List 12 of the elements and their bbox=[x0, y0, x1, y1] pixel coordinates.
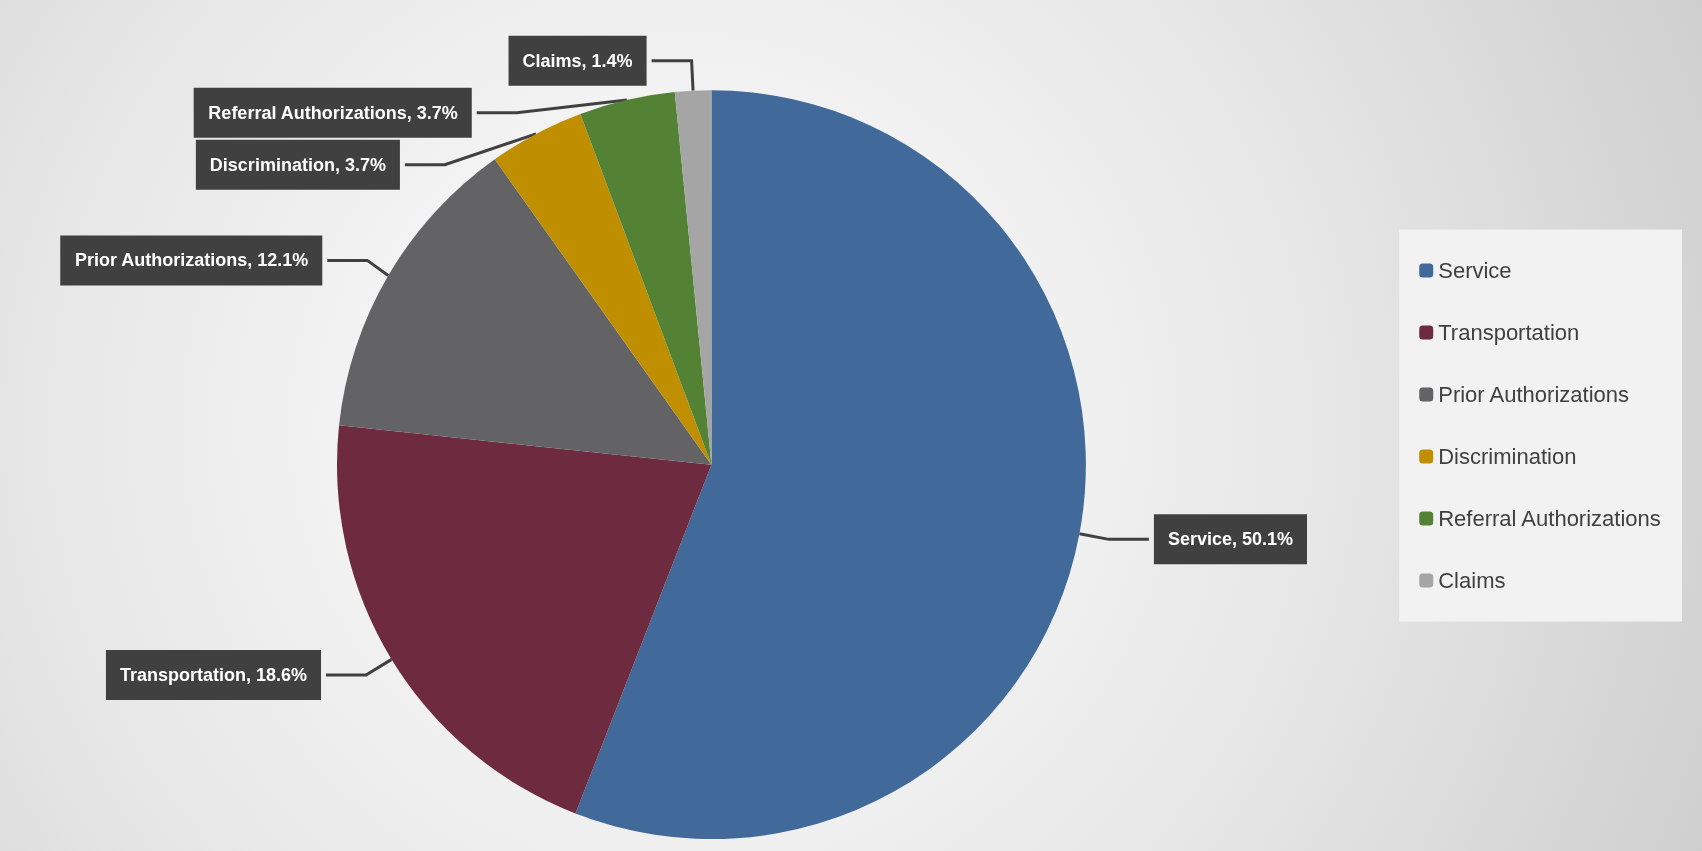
legend-label: Service bbox=[1438, 258, 1512, 283]
data-label: Claims, 1.4% bbox=[522, 50, 633, 71]
data-label: Transportation, 18.6% bbox=[119, 665, 307, 685]
data-label: Discrimination, 3.7% bbox=[209, 154, 386, 175]
legend-label: Claims bbox=[1438, 568, 1506, 593]
data-label: Prior Authorizations, 12.1% bbox=[74, 250, 309, 271]
data-label: Service, 50.1% bbox=[1167, 529, 1294, 550]
data-label: Referral Authorizations, 3.7% bbox=[208, 102, 458, 123]
legend-label: Prior Authorizations bbox=[1438, 382, 1629, 407]
legend-label: Referral Authorizations bbox=[1438, 506, 1661, 531]
legend-label: Discrimination bbox=[1438, 444, 1577, 469]
legend-label: Transportation bbox=[1438, 320, 1580, 345]
